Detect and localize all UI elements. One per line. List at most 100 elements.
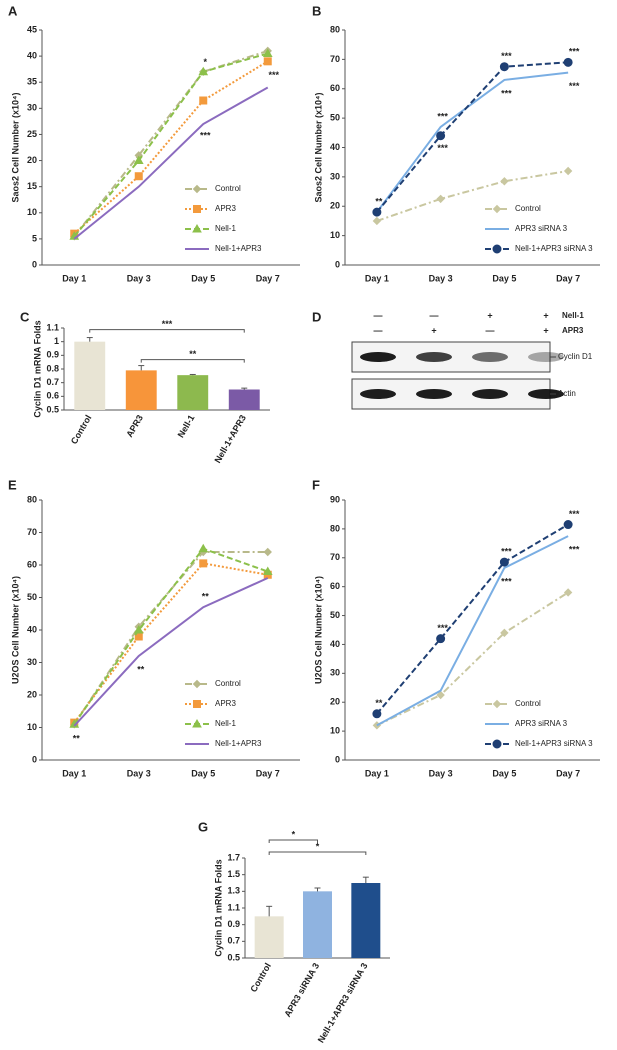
series [376,71,569,213]
y-tick-label: 1.5 [227,869,240,879]
panel-label: D [312,309,321,324]
series-line [73,551,268,725]
blot-band [360,352,396,362]
blot-band-label: Cyclin D1 [558,352,593,361]
y-tick-label: 1 [54,336,59,346]
bar [74,341,106,410]
y-tick-label: 1.3 [227,886,240,896]
legend-label: APR3 siRNA 3 [515,719,568,728]
blot-band [416,352,452,362]
y-tick-label: 30 [27,657,37,667]
point [500,628,509,638]
legend-label: Nell-1+APR3 [215,244,262,253]
y-tick-label: 0.9 [46,350,59,360]
blot-band [472,389,508,399]
panel-label: F [312,477,320,492]
y-tick-label: 40 [330,639,340,649]
legend-label: Nell-1+APR3 siRNA 3 [515,244,593,253]
legend-marker [193,700,201,708]
bar [303,891,332,958]
point [198,66,209,76]
series-line [376,591,569,727]
legend-marker [192,223,202,233]
series-line [73,547,269,725]
y-tick-label: 50 [330,610,340,620]
y-axis-label: U2OS Cell Number (x10⁴) [10,576,20,684]
y-tick-label: 0 [335,259,340,269]
legend-marker [192,679,202,689]
y-tick-label: 20 [27,155,37,165]
significance: *** [437,111,448,121]
blot-sign: + [543,310,548,320]
series-line [376,523,569,715]
y-tick-label: 25 [27,129,37,139]
legend-marker [192,184,202,194]
blot-sign: + [431,325,436,335]
significance: * [316,841,320,851]
y-tick-label: 30 [27,103,37,113]
legend-marker [193,205,201,213]
y-tick-label: 0.6 [46,391,59,401]
blot-sign: — [374,325,383,335]
point [563,166,573,176]
legend-label: Nell-1 [215,224,236,233]
y-tick-label: 50 [27,592,37,602]
point [563,520,573,530]
bar [228,389,260,410]
y-tick-label: 50 [330,113,340,123]
y-axis-label: Cyclin D1 mRNA Folds [213,859,223,956]
y-tick-label: 0.5 [227,952,240,962]
x-tick-label: Day 3 [127,768,151,778]
y-tick-label: 40 [330,142,340,152]
y-tick-label: 0 [335,754,340,764]
panel-label: G [198,819,208,834]
legend-marker [492,699,502,709]
blot-sign: — [430,310,439,320]
panel-label: C [20,309,30,324]
significance: *** [268,70,279,80]
point [198,543,209,553]
significance: * [292,829,296,839]
x-tick-label: Day 7 [556,273,580,283]
x-tick-label: Nell-1+APR3 siRNA 3 [316,961,370,1044]
bar [177,375,209,410]
series-line [376,170,569,222]
blot-band [528,389,564,399]
y-tick-label: 70 [330,54,340,64]
y-tick-label: 60 [330,83,340,93]
legend-label: Control [515,204,541,213]
x-tick-label: Day 1 [62,768,86,778]
series-line [73,60,269,235]
x-tick-label: Day 1 [365,273,389,283]
point [372,216,382,226]
y-tick-label: 90 [330,494,340,504]
point [199,96,208,105]
bracket [268,851,367,855]
blot-band [528,352,564,362]
y-tick-label: 15 [27,181,37,191]
y-tick-label: 1.7 [227,852,240,862]
y-axis-label: Cyclin D1 mRNA Folds [32,320,42,417]
point [499,557,509,567]
series [73,86,269,240]
bar [351,883,381,958]
y-tick-label: 0.5 [46,404,59,414]
y-tick-label: 1.1 [227,902,240,912]
legend-label: APR3 [215,204,236,213]
significance: *** [569,47,580,57]
y-tick-label: 70 [330,552,340,562]
y-tick-label: 40 [27,50,37,60]
blot-band-label: Actin [558,389,576,398]
series [70,57,272,238]
x-tick-label: Day 5 [191,768,215,778]
y-tick-label: 60 [27,559,37,569]
y-tick-label: 20 [27,689,37,699]
series-line [376,71,569,213]
series [70,559,272,727]
blot-sign: + [543,325,548,335]
significance: *** [569,509,580,519]
y-tick-label: 0.9 [227,919,240,929]
legend-marker [492,739,502,749]
y-tick-label: 20 [330,697,340,707]
bracket [140,359,245,363]
